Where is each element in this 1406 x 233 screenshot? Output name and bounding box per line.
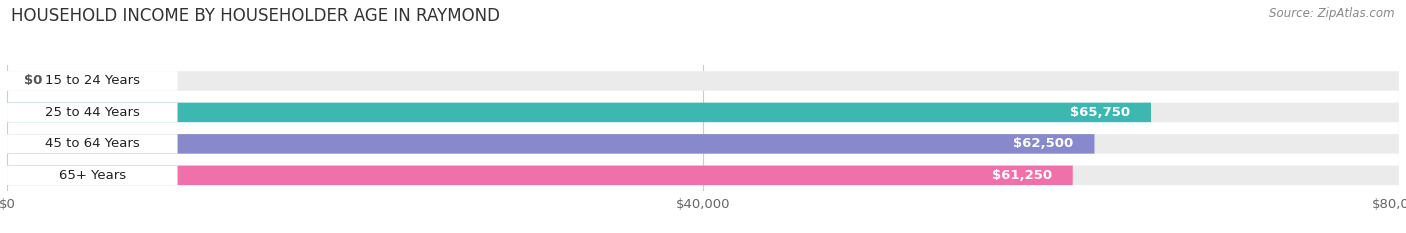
Text: $65,750: $65,750 <box>1070 106 1130 119</box>
FancyBboxPatch shape <box>7 134 1399 154</box>
FancyBboxPatch shape <box>7 134 1094 154</box>
Text: 25 to 44 Years: 25 to 44 Years <box>45 106 139 119</box>
Text: $0: $0 <box>24 75 42 87</box>
Text: 45 to 64 Years: 45 to 64 Years <box>45 137 139 150</box>
FancyBboxPatch shape <box>7 71 177 91</box>
FancyBboxPatch shape <box>7 134 177 154</box>
FancyBboxPatch shape <box>7 71 1399 91</box>
Text: 65+ Years: 65+ Years <box>59 169 127 182</box>
FancyBboxPatch shape <box>7 166 1399 185</box>
FancyBboxPatch shape <box>7 166 1073 185</box>
FancyBboxPatch shape <box>7 103 177 122</box>
FancyBboxPatch shape <box>7 103 1152 122</box>
Text: 15 to 24 Years: 15 to 24 Years <box>45 75 139 87</box>
Text: HOUSEHOLD INCOME BY HOUSEHOLDER AGE IN RAYMOND: HOUSEHOLD INCOME BY HOUSEHOLDER AGE IN R… <box>11 7 501 25</box>
Text: $61,250: $61,250 <box>991 169 1052 182</box>
Text: Source: ZipAtlas.com: Source: ZipAtlas.com <box>1270 7 1395 20</box>
Text: $62,500: $62,500 <box>1014 137 1074 150</box>
FancyBboxPatch shape <box>7 166 177 185</box>
FancyBboxPatch shape <box>7 103 1399 122</box>
